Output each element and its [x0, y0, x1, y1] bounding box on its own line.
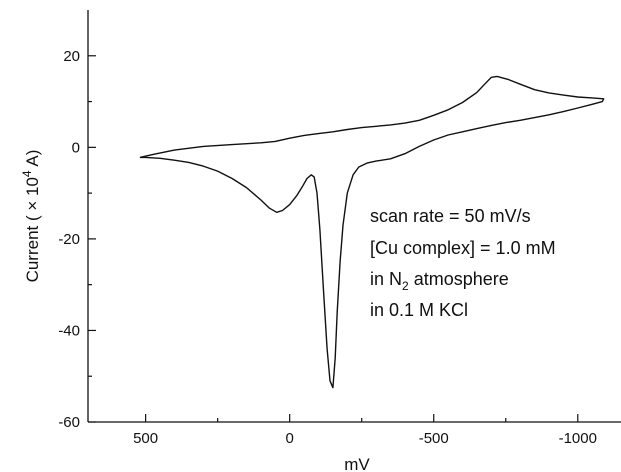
axis-tick-labels: 500 0 -500 -1000 20 0 -20 -40 -60: [58, 48, 597, 447]
y-tick-label: -60: [58, 414, 80, 431]
y-tick-label: 0: [72, 139, 80, 156]
x-tick-label: 0: [286, 430, 294, 447]
y-axis-title-exponent: 4: [20, 170, 34, 177]
annotation-atmosphere-subscript: 2: [402, 279, 409, 293]
y-axis-title-suffix: A): [23, 150, 42, 171]
annotation-complex-concentration: [Cu complex] = 1.0 mM: [370, 238, 556, 258]
y-axis-title: Current ( × 104 A): [20, 150, 42, 283]
y-tick-label: -20: [58, 231, 80, 248]
annotation-atmosphere-prefix: in N: [370, 269, 402, 289]
annotation-atmosphere: in N2 atmosphere: [370, 269, 509, 293]
x-tick-label: -1000: [559, 430, 597, 447]
annotation-block: scan rate = 50 mV/s [Cu complex] = 1.0 m…: [370, 206, 556, 320]
x-tick-label: 500: [133, 430, 158, 447]
annotation-electrolyte: in 0.1 M KCl: [370, 300, 468, 320]
annotation-atmosphere-suffix: atmosphere: [409, 269, 509, 289]
cv-curve: [139, 75, 605, 389]
annotation-scan-rate: scan rate = 50 mV/s: [370, 206, 531, 226]
x-axis-title: mV: [344, 455, 370, 472]
y-axis-title-prefix: Current ( × 10: [23, 177, 42, 282]
y-tick-label: -40: [58, 322, 80, 339]
x-tick-label: -500: [419, 430, 449, 447]
y-tick-label: 20: [63, 48, 80, 65]
